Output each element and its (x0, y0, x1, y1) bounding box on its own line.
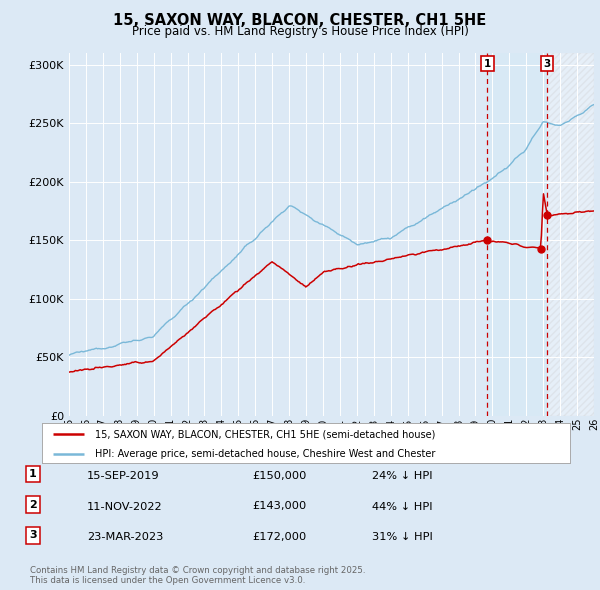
Text: £150,000: £150,000 (252, 471, 307, 481)
Text: 2: 2 (29, 500, 37, 510)
Text: 1: 1 (484, 58, 491, 68)
Bar (487, 53, 547, 416)
Text: £172,000: £172,000 (252, 532, 306, 542)
Text: 23-MAR-2023: 23-MAR-2023 (87, 532, 163, 542)
Text: 24% ↓ HPI: 24% ↓ HPI (372, 471, 433, 481)
Text: 15-SEP-2019: 15-SEP-2019 (87, 471, 160, 481)
Text: 3: 3 (29, 530, 37, 540)
Text: 15, SAXON WAY, BLACON, CHESTER, CH1 5HE (semi-detached house): 15, SAXON WAY, BLACON, CHESTER, CH1 5HE … (95, 430, 435, 440)
Text: £143,000: £143,000 (252, 502, 306, 512)
Text: HPI: Average price, semi-detached house, Cheshire West and Chester: HPI: Average price, semi-detached house,… (95, 450, 435, 460)
Text: 15, SAXON WAY, BLACON, CHESTER, CH1 5HE: 15, SAXON WAY, BLACON, CHESTER, CH1 5HE (113, 13, 487, 28)
Text: 1: 1 (29, 469, 37, 479)
Text: 11-NOV-2022: 11-NOV-2022 (87, 502, 163, 512)
Text: 3: 3 (544, 58, 551, 68)
Bar (547, 53, 594, 416)
Text: Contains HM Land Registry data © Crown copyright and database right 2025.
This d: Contains HM Land Registry data © Crown c… (30, 566, 365, 585)
Text: 31% ↓ HPI: 31% ↓ HPI (372, 532, 433, 542)
Text: Price paid vs. HM Land Registry's House Price Index (HPI): Price paid vs. HM Land Registry's House … (131, 25, 469, 38)
Text: 44% ↓ HPI: 44% ↓ HPI (372, 502, 433, 512)
